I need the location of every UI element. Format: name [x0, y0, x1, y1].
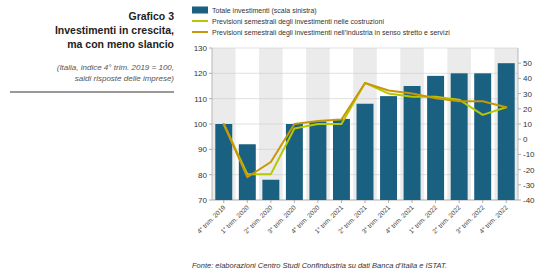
y2-tick [518, 184, 521, 185]
y2-tick-label: 0 [523, 135, 528, 144]
x-tick [482, 200, 483, 203]
x-tick [459, 200, 460, 203]
y2-tick [518, 200, 521, 201]
grid [212, 48, 518, 200]
x-tick [506, 200, 507, 203]
x-tick [247, 200, 248, 203]
x-tick [341, 200, 342, 203]
y2-axis-line [518, 48, 519, 200]
x-tick [388, 200, 389, 203]
y-axis-line [212, 48, 213, 200]
y2-tick [518, 63, 521, 64]
x-tick [435, 200, 436, 203]
plot-data [215, 63, 514, 200]
y-tick [209, 124, 212, 125]
title-line: Investimenti in crescita, [55, 24, 174, 36]
column-shade [353, 48, 377, 200]
column-shade [447, 48, 471, 200]
y-tick [209, 174, 212, 175]
legend-swatch [192, 20, 208, 22]
y2-tick [518, 93, 521, 94]
y2-tick [518, 108, 521, 109]
y2-tick-label: 20 [523, 105, 532, 114]
bar [309, 121, 326, 200]
bar [357, 104, 374, 200]
legend: Totale investimenti (scala sinistra) Prev… [192, 7, 450, 37]
line [224, 83, 506, 177]
y-tick-label: 100 [194, 120, 208, 129]
bar [427, 76, 444, 200]
x-tick [317, 200, 318, 203]
y2-tick-label: 30 [523, 90, 532, 99]
legend-swatch [192, 31, 208, 33]
x-tick-label: 4° trim. 2022 [478, 203, 509, 234]
column-shade [494, 48, 518, 200]
y2-tick-label: -10 [523, 150, 535, 159]
y-tick-label: 110 [194, 95, 207, 104]
title: Grafico 3 Investimenti in crescita, ma con… [55, 10, 174, 50]
x-tick [412, 200, 413, 203]
y2-tick-label: -30 [523, 181, 535, 190]
y2-tick [518, 169, 521, 170]
title-line: Grafico 3 [128, 10, 174, 22]
column-shading [212, 48, 518, 200]
axes: 70 80 90 100 110 120 130 -40 -30 -20 -10 0 10 20 30 40 5… [194, 44, 535, 235]
y-tick-label: 120 [194, 69, 208, 78]
y-tick [209, 98, 212, 99]
y2-tick-label: 40 [523, 74, 532, 83]
legend-swatch [192, 7, 208, 14]
y-tick [209, 73, 212, 74]
bar [474, 73, 491, 200]
y2-tick [518, 139, 521, 140]
legend-label: Previsioni semestrali degli investimenti… [212, 29, 450, 37]
bar [333, 119, 350, 200]
y2-tick-label: -20 [523, 166, 535, 175]
x-tick [294, 200, 295, 203]
y-tick-label: 70 [198, 196, 207, 205]
y-tick-label: 90 [198, 145, 207, 154]
footnote: Fonte: elaborazioni Centro Studi Confind… [192, 261, 447, 270]
y-tick-label: 130 [194, 44, 208, 53]
legend-label: Previsioni semestrali degli investimenti… [212, 18, 384, 26]
x-tick [270, 200, 271, 203]
x-tick [223, 200, 224, 203]
y2-tick [518, 78, 521, 79]
grid-line [212, 48, 518, 49]
bar [498, 63, 515, 200]
column-shade [400, 48, 424, 200]
title-rule [10, 92, 174, 93]
y-tick-label: 80 [198, 171, 207, 180]
grid-line [212, 98, 518, 99]
subtitle-line: saldi risposte delle imprese) [75, 74, 174, 83]
chart-root: Grafico 3 Investimenti in crescita, ma con… [0, 0, 560, 276]
title-line: ma con meno slancio [67, 38, 174, 50]
y-tick [209, 149, 212, 150]
y2-tick-label: 50 [523, 59, 532, 68]
y2-tick [518, 154, 521, 155]
y2-tick [518, 124, 521, 125]
bar [380, 96, 397, 200]
y2-tick-label: 10 [523, 120, 532, 129]
y-tick [209, 200, 212, 201]
grid-line [212, 73, 518, 74]
line [224, 83, 506, 174]
bar [262, 180, 279, 200]
y2-tick-label: -40 [523, 196, 535, 205]
subtitle-line: (Italia, indice 4° trim. 2019 = 100, [57, 63, 174, 72]
y-tick [209, 48, 212, 49]
bar [451, 73, 468, 200]
x-tick [365, 200, 366, 203]
background [0, 0, 560, 276]
legend-label: Totale investimenti (scala sinistra) [212, 7, 317, 15]
subtitle: (Italia, indice 4° trim. 2019 = 100, sald… [57, 63, 175, 83]
bar [404, 86, 421, 200]
